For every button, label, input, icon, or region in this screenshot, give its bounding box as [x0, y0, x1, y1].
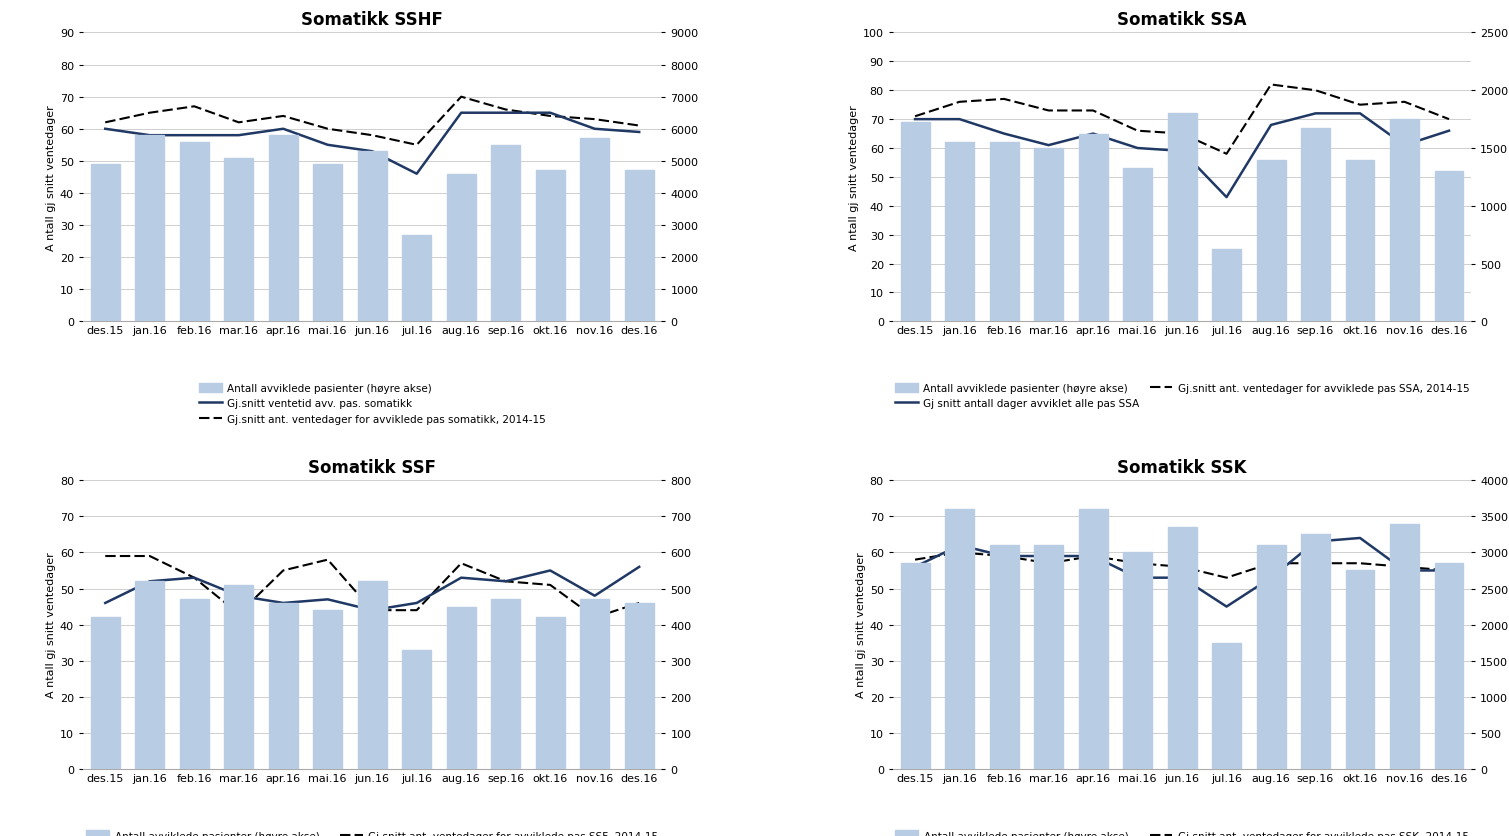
- Bar: [945, 509, 973, 769]
- Bar: [1390, 120, 1418, 322]
- Bar: [403, 236, 432, 322]
- Bar: [358, 152, 386, 322]
- Bar: [1301, 535, 1329, 769]
- Bar: [581, 140, 610, 322]
- Bar: [180, 142, 208, 322]
- Bar: [314, 610, 343, 769]
- Title: Somatikk SSF: Somatikk SSF: [308, 458, 436, 477]
- Bar: [1346, 161, 1375, 322]
- Y-axis label: A ntall gj snitt ventedager: A ntall gj snitt ventedager: [848, 104, 859, 251]
- Bar: [536, 171, 564, 322]
- Y-axis label: A ntall gj snitt ventedager: A ntall gj snitt ventedager: [856, 552, 866, 698]
- Bar: [581, 599, 610, 769]
- Bar: [314, 165, 343, 322]
- Bar: [269, 136, 297, 322]
- Bar: [492, 145, 521, 322]
- Bar: [990, 546, 1019, 769]
- Bar: [1212, 250, 1240, 322]
- Bar: [269, 604, 297, 769]
- Bar: [136, 582, 164, 769]
- Bar: [1301, 129, 1329, 322]
- Bar: [901, 123, 930, 322]
- Bar: [1257, 161, 1286, 322]
- Bar: [447, 175, 475, 322]
- Bar: [136, 136, 164, 322]
- Bar: [180, 599, 208, 769]
- Bar: [1034, 546, 1062, 769]
- Legend: Antall avviklede pasienter (høyre akse), Gj snitt antall dager avviklet alle pas: Antall avviklede pasienter (høyre akse),…: [892, 826, 1473, 836]
- Bar: [225, 585, 254, 769]
- Bar: [1435, 172, 1464, 322]
- Bar: [358, 582, 386, 769]
- Bar: [1435, 563, 1464, 769]
- Bar: [1123, 169, 1151, 322]
- Legend: Antall avviklede pasienter (høyre akse), Gj snitt antall dager avviklet alle pas: Antall avviklede pasienter (høyre akse),…: [83, 826, 662, 836]
- Bar: [1079, 509, 1108, 769]
- Legend: Antall avviklede pasienter (høyre akse), Gj snitt antall dager avviklet alle pas: Antall avviklede pasienter (høyre akse),…: [890, 379, 1473, 413]
- Bar: [1346, 571, 1375, 769]
- Title: Somatikk SSHF: Somatikk SSHF: [302, 11, 444, 29]
- Bar: [225, 159, 254, 322]
- Bar: [536, 618, 564, 769]
- Bar: [91, 165, 119, 322]
- Legend: Antall avviklede pasienter (høyre akse), Gj.snitt ventetid avv. pas. somatikk, G: Antall avviklede pasienter (høyre akse),…: [195, 379, 549, 429]
- Title: Somatikk SSA: Somatikk SSA: [1117, 11, 1246, 29]
- Title: Somatikk SSK: Somatikk SSK: [1117, 458, 1246, 477]
- Bar: [625, 604, 653, 769]
- Y-axis label: A ntall gj snitt ventedager: A ntall gj snitt ventedager: [45, 104, 56, 251]
- Bar: [990, 143, 1019, 322]
- Bar: [945, 143, 973, 322]
- Y-axis label: A ntall gj snitt ventedager: A ntall gj snitt ventedager: [45, 552, 56, 698]
- Bar: [901, 563, 930, 769]
- Bar: [1257, 546, 1286, 769]
- Bar: [1079, 135, 1108, 322]
- Bar: [1390, 524, 1418, 769]
- Bar: [1168, 115, 1197, 322]
- Bar: [625, 171, 653, 322]
- Bar: [447, 607, 475, 769]
- Bar: [1168, 528, 1197, 769]
- Bar: [1123, 553, 1151, 769]
- Bar: [492, 599, 521, 769]
- Bar: [91, 618, 119, 769]
- Bar: [1212, 643, 1240, 769]
- Bar: [1034, 149, 1062, 322]
- Bar: [403, 650, 432, 769]
